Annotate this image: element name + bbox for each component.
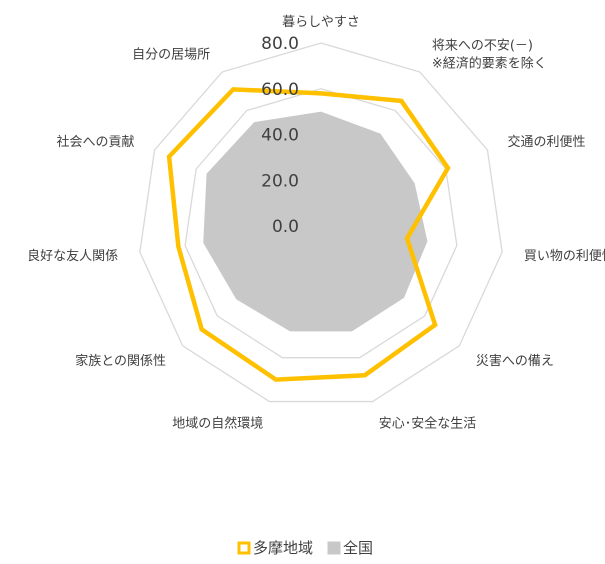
grid-ring — [139, 42, 503, 403]
category-label: 安心･安全な生活 — [379, 416, 477, 432]
category-label: 暮らしやすさ — [282, 15, 360, 30]
y-tick-label: 40.0 — [261, 126, 299, 146]
legend-swatch — [327, 541, 341, 555]
category-label: 自分の居場所 — [132, 48, 210, 63]
y-tick-label: 20.0 — [261, 171, 299, 191]
category-label: 将来への不安(－) ※経済的要素を除く — [432, 39, 547, 72]
category-label: 家族との関係性 — [75, 353, 166, 369]
grid-ring — [184, 88, 458, 359]
legend-label: 全国 — [343, 539, 373, 557]
legend-swatch — [237, 541, 251, 555]
y-tick-label: 80.0 — [261, 34, 299, 54]
category-label: 地域の自然環境 — [172, 416, 263, 432]
category-label: 良好な友人関係 — [27, 248, 118, 264]
legend-label: 多摩地域 — [253, 539, 313, 557]
y-tick-label: 60.0 — [261, 80, 299, 100]
series-area — [203, 111, 428, 332]
category-label: 交通の利便性 — [507, 134, 585, 150]
series-line — [166, 87, 451, 382]
category-label: 社会への貢献 — [57, 134, 135, 150]
category-label: 買い物の利便性 — [524, 249, 605, 264]
category-label: 災害への備え — [476, 353, 554, 369]
y-tick-label: 0.0 — [272, 217, 299, 237]
